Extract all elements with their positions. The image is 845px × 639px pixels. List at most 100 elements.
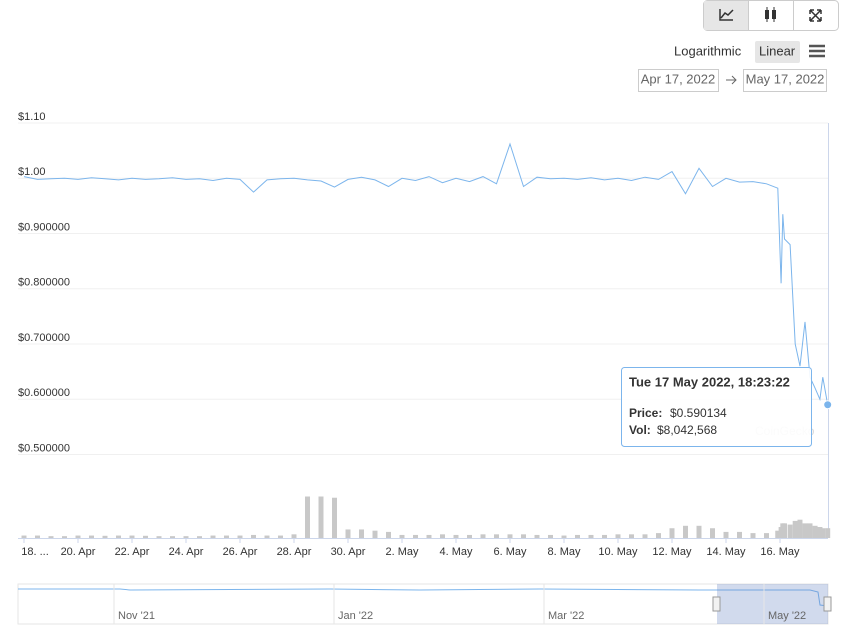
volume-bar (21, 535, 27, 538)
tooltip-vol: $8,042,568 (657, 423, 717, 437)
x-tick-label: 24. Apr (169, 546, 204, 558)
x-tick-label: 20. Apr (61, 546, 96, 558)
x-tick-label: 22. Apr (115, 546, 150, 558)
range-arrow (726, 75, 737, 85)
x-tick-label: 30. Apr (331, 546, 366, 558)
volume-bar (629, 534, 634, 538)
volume-bar (764, 533, 769, 538)
linear-button-bg[interactable] (755, 41, 800, 63)
plot-area: $1.10 $1.00 $0.900000 $0.800000 $0.700000 $0.… (18, 111, 833, 558)
volume-bar (683, 525, 688, 538)
volume-bar (440, 534, 445, 538)
line-icon (719, 9, 734, 21)
volume-bar (467, 534, 472, 538)
volume-bar (386, 531, 391, 538)
price-line (23, 142, 829, 405)
fullscreen-button[interactable] (809, 9, 822, 22)
volume-bar (116, 535, 121, 538)
volume-bar (359, 529, 364, 538)
volume-bar (561, 535, 567, 538)
x-tick-label: 4. May (439, 546, 473, 558)
volume-bar (291, 534, 297, 538)
line-chart-button[interactable] (704, 1, 748, 30)
navigator-handle[interactable] (823, 596, 832, 612)
tooltip-price: $0.590134 (670, 406, 727, 420)
volume-bar (812, 525, 818, 538)
volume-bar (521, 534, 526, 538)
navigator-label: Mar '22 (548, 610, 584, 622)
volume-bar (696, 525, 702, 538)
volume-bar (305, 496, 310, 538)
volume-bar (480, 534, 486, 538)
tooltip-date: Tue 17 May 2022, 18:23:22 (629, 374, 790, 389)
volume-bar (782, 523, 787, 538)
navigator-selection[interactable] (717, 584, 828, 624)
hover-point (823, 400, 833, 410)
linear-button[interactable]: Linear (759, 43, 796, 58)
volume-bar (332, 497, 337, 538)
x-tick-label: 26. Apr (223, 546, 258, 558)
volume-bar (264, 535, 270, 538)
x-tick-label: 8. May (547, 546, 581, 558)
navigator-label: Nov '21 (118, 610, 155, 622)
volume-bar (170, 536, 175, 538)
volume-bar (656, 533, 661, 538)
y-tick-label: $0.600000 (18, 387, 70, 399)
x-tick-label: 14. May (706, 546, 746, 558)
volume-bar (575, 534, 580, 538)
date-from-input[interactable] (638, 69, 719, 92)
logarithmic-button[interactable]: Logarithmic (674, 43, 742, 58)
date-to: May 17, 2022 (746, 71, 825, 86)
volume-bar (224, 535, 229, 538)
x-tick-label: 6. May (493, 546, 527, 558)
volume-bar (75, 535, 81, 538)
volume-bar (737, 531, 742, 538)
volume-bar (820, 528, 826, 538)
volume-bar (143, 535, 148, 538)
candlestick-button[interactable] (765, 7, 776, 22)
volume-bar (750, 533, 756, 538)
y-tick-label: $0.800000 (18, 277, 70, 289)
volume-bar (183, 536, 189, 538)
menu-button[interactable] (809, 44, 825, 58)
y-tick-label: $1.10 (18, 111, 46, 123)
volume-bar (797, 519, 803, 538)
x-tick-label: 10. May (598, 546, 638, 558)
volume-bar (129, 535, 135, 538)
navigator-label: Jan '22 (338, 610, 373, 622)
volume-bar (775, 530, 781, 538)
x-tick-label: 18. ... (21, 546, 49, 558)
volume-bar (548, 534, 553, 538)
volume-bar (588, 534, 594, 538)
x-tick-label: 28. Apr (277, 546, 312, 558)
volume-bar (345, 529, 351, 538)
volume-bar (602, 534, 607, 538)
volume-bar (710, 528, 715, 538)
y-tick-label: $0.900000 (18, 221, 70, 233)
volume-bar (413, 534, 418, 538)
navigator-handle[interactable] (712, 596, 721, 612)
volume-bar (669, 528, 675, 538)
volume-bar (372, 530, 378, 538)
volume-bar (48, 536, 54, 538)
volume-bar (534, 534, 540, 538)
navigator[interactable] (17, 583, 829, 625)
volume-bar (102, 535, 108, 538)
date-to-input[interactable] (743, 69, 827, 92)
volume-bar (507, 534, 513, 538)
volume-bar (825, 528, 831, 538)
tooltip-price-label: Price: (629, 406, 662, 420)
volume-bar (494, 534, 499, 538)
volume-bar (251, 534, 256, 538)
volume-bar (278, 535, 283, 538)
x-tick-label: 12. May (652, 546, 692, 558)
volume-bar (453, 534, 459, 538)
y-tick-label: $1.00 (18, 166, 46, 178)
date-from: Apr 17, 2022 (641, 71, 715, 86)
volume-bar (399, 534, 405, 538)
tooltip (621, 367, 812, 447)
volume-bar (426, 534, 432, 538)
volume-bar (615, 534, 621, 538)
volume-bar (156, 536, 162, 538)
